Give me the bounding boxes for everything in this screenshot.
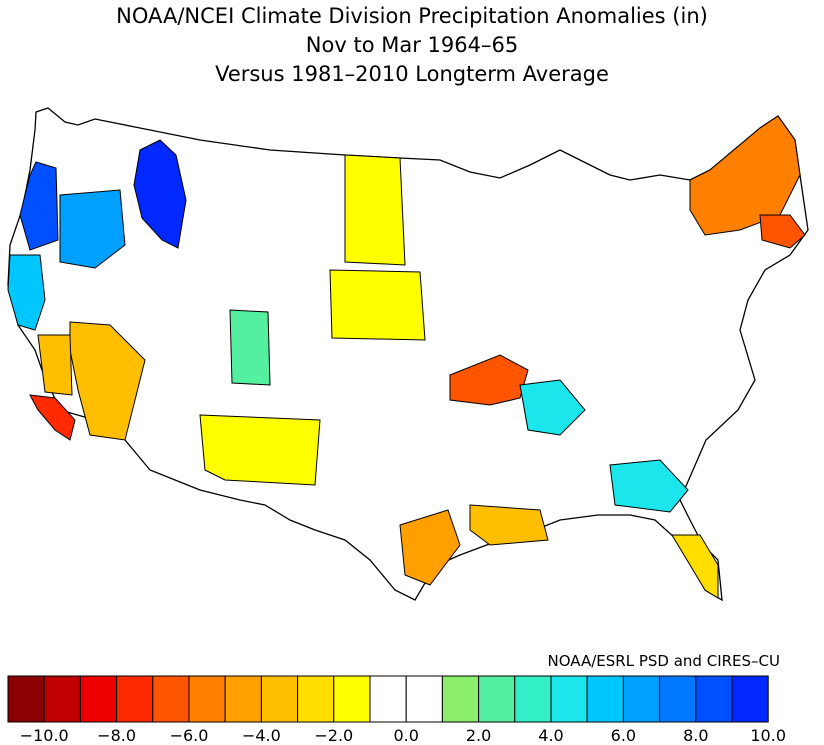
region-south-dakota — [344, 154, 406, 266]
colorbar-cell — [224, 675, 262, 723]
colorbar-cell — [152, 675, 190, 723]
colorbar — [7, 675, 769, 723]
colorbar-tick-label: 2.0 — [465, 726, 492, 745]
region-tennessee-valley — [449, 354, 529, 406]
region-oregon-coast — [59, 189, 126, 269]
colorbar-cell — [731, 675, 769, 723]
region-southern-california — [29, 394, 76, 441]
region-florida — [671, 534, 719, 599]
colorbar-cell — [260, 675, 299, 723]
colorbar-cell — [695, 675, 733, 723]
colorbar-tick-label: −8.0 — [97, 726, 137, 745]
title-line-3: Versus 1981–2010 Longterm Average — [215, 62, 609, 86]
region-mississippi-delta — [519, 379, 586, 436]
region-idaho-panhandle — [133, 139, 187, 249]
region-massachusetts — [759, 214, 806, 249]
colorbar-cell — [7, 675, 45, 723]
region-southern-nevada — [37, 334, 73, 396]
title-block: NOAA/NCEI Climate Division Precipitation… — [0, 2, 824, 89]
title-line-2: Nov to Mar 1964–65 — [305, 33, 519, 57]
region-new-mexico — [199, 414, 321, 486]
region-washington-coast — [19, 161, 59, 251]
colorbar-tick-label: −2.0 — [314, 726, 354, 745]
precipitation-anomaly-map — [7, 107, 809, 602]
region-northern-california-coast — [7, 254, 46, 331]
region-central-california — [69, 321, 146, 441]
region-colorado — [229, 309, 271, 386]
colorbar-cell — [116, 675, 154, 723]
colorbar-cell — [514, 675, 552, 723]
colorbar-tick-label: 4.0 — [538, 726, 564, 745]
region-georgia — [609, 459, 689, 513]
colorbar-tick-label: −10.0 — [19, 726, 69, 745]
colorbar-cell — [79, 675, 118, 723]
colorbar-cell — [43, 675, 81, 723]
credit-label: NOAA/ESRL PSD and CIRES–CU — [547, 652, 780, 670]
colorbar-cell — [297, 675, 335, 723]
title-line-1: NOAA/NCEI Climate Division Precipitation… — [116, 4, 708, 28]
colorbar-cell — [333, 675, 371, 723]
region-new-england — [689, 115, 801, 236]
colorbar-cell — [405, 675, 443, 723]
colorbar-tick-label: −4.0 — [241, 726, 281, 745]
region-louisiana — [469, 504, 549, 546]
colorbar-tick-label: −6.0 — [169, 726, 209, 745]
region-east-texas — [399, 509, 461, 586]
colorbar-cell — [586, 675, 624, 723]
colorbar-cell — [478, 675, 516, 723]
region-kansas — [329, 269, 426, 341]
colorbar-tick-label: 8.0 — [683, 726, 709, 745]
colorbar-cell — [369, 675, 407, 723]
colorbar-tick-label: 6.0 — [610, 726, 637, 745]
colorbar-tick-label: 10.0 — [750, 726, 786, 745]
colorbar-tick-label: 0.0 — [393, 726, 419, 745]
colorbar-cell — [188, 675, 226, 723]
colorbar-cell — [441, 675, 480, 723]
colorbar-cell — [659, 675, 697, 723]
colorbar-cell — [622, 675, 661, 723]
colorbar-cell — [550, 675, 588, 723]
